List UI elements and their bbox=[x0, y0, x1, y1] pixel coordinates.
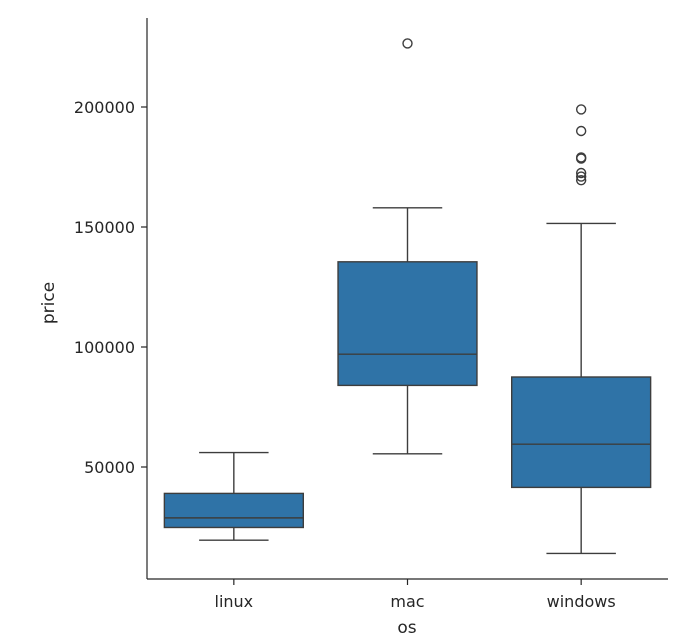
x-tick-label: linux bbox=[215, 592, 254, 611]
outlier-point bbox=[575, 125, 587, 137]
outlier-point bbox=[575, 104, 587, 115]
outlier-point bbox=[575, 174, 587, 186]
iqr-box bbox=[163, 492, 305, 529]
box-group-linux bbox=[163, 451, 305, 541]
iqr-box bbox=[511, 376, 652, 489]
box-group-windows bbox=[511, 104, 652, 555]
x-tick-label: windows bbox=[547, 592, 616, 611]
y-tick-label: 200000 bbox=[74, 98, 135, 117]
y-ticks-layer: 50000 100000 150000 200000 bbox=[74, 98, 147, 477]
x-axis-label: os bbox=[397, 618, 416, 638]
y-axis-label: price bbox=[39, 282, 59, 324]
outlier-point bbox=[402, 38, 413, 49]
x-ticks-layer: linux mac windows bbox=[215, 579, 616, 611]
y-tick-label: 50000 bbox=[84, 458, 135, 477]
boxes-layer bbox=[163, 38, 652, 555]
outlier-point bbox=[575, 171, 587, 182]
y-tick-label: 100000 bbox=[74, 338, 135, 357]
outlier-point bbox=[575, 152, 587, 163]
outlier-point bbox=[575, 167, 587, 179]
box-group-mac bbox=[337, 38, 478, 455]
y-tick-label: 150000 bbox=[74, 218, 135, 237]
iqr-box bbox=[337, 261, 478, 387]
x-tick-label: mac bbox=[390, 592, 424, 611]
